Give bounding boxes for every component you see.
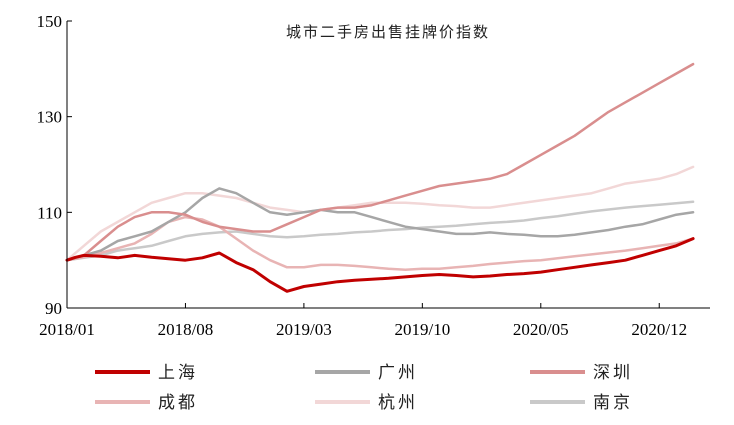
x-tick-label: 2018/08 [158,320,214,339]
y-tick-label: 90 [45,299,62,318]
legend-label: 杭州 [378,393,418,413]
legend-label: 广州 [378,363,418,383]
chart-title: 城市二手房出售挂牌价指数 [286,23,490,41]
series-line-6 [65,200,695,262]
x-tick-label: 2020/05 [513,320,569,339]
series-line-2 [65,187,695,262]
y-tick-label: 130 [37,108,63,127]
x-tick-label: 2019/03 [276,320,332,339]
legend-label: 成都 [158,393,198,413]
series-line-1 [65,237,695,293]
x-tick-label: 2020/12 [631,320,687,339]
legend-label: 上海 [158,363,198,383]
series-line-3 [65,62,695,262]
x-tick-label: 2019/10 [394,320,450,339]
x-tick-label: 2018/01 [39,320,95,339]
legend-label: 深圳 [593,363,633,383]
y-tick-label: 150 [37,12,63,31]
axes-layer [66,21,710,309]
y-tick-label: 110 [37,203,62,222]
ticks-layer: 90 110 130 150 2018/01 2018/08 2019/03 2019/10 2… [37,12,688,339]
series-layer [65,62,695,293]
legend-label: 南京 [593,393,633,413]
